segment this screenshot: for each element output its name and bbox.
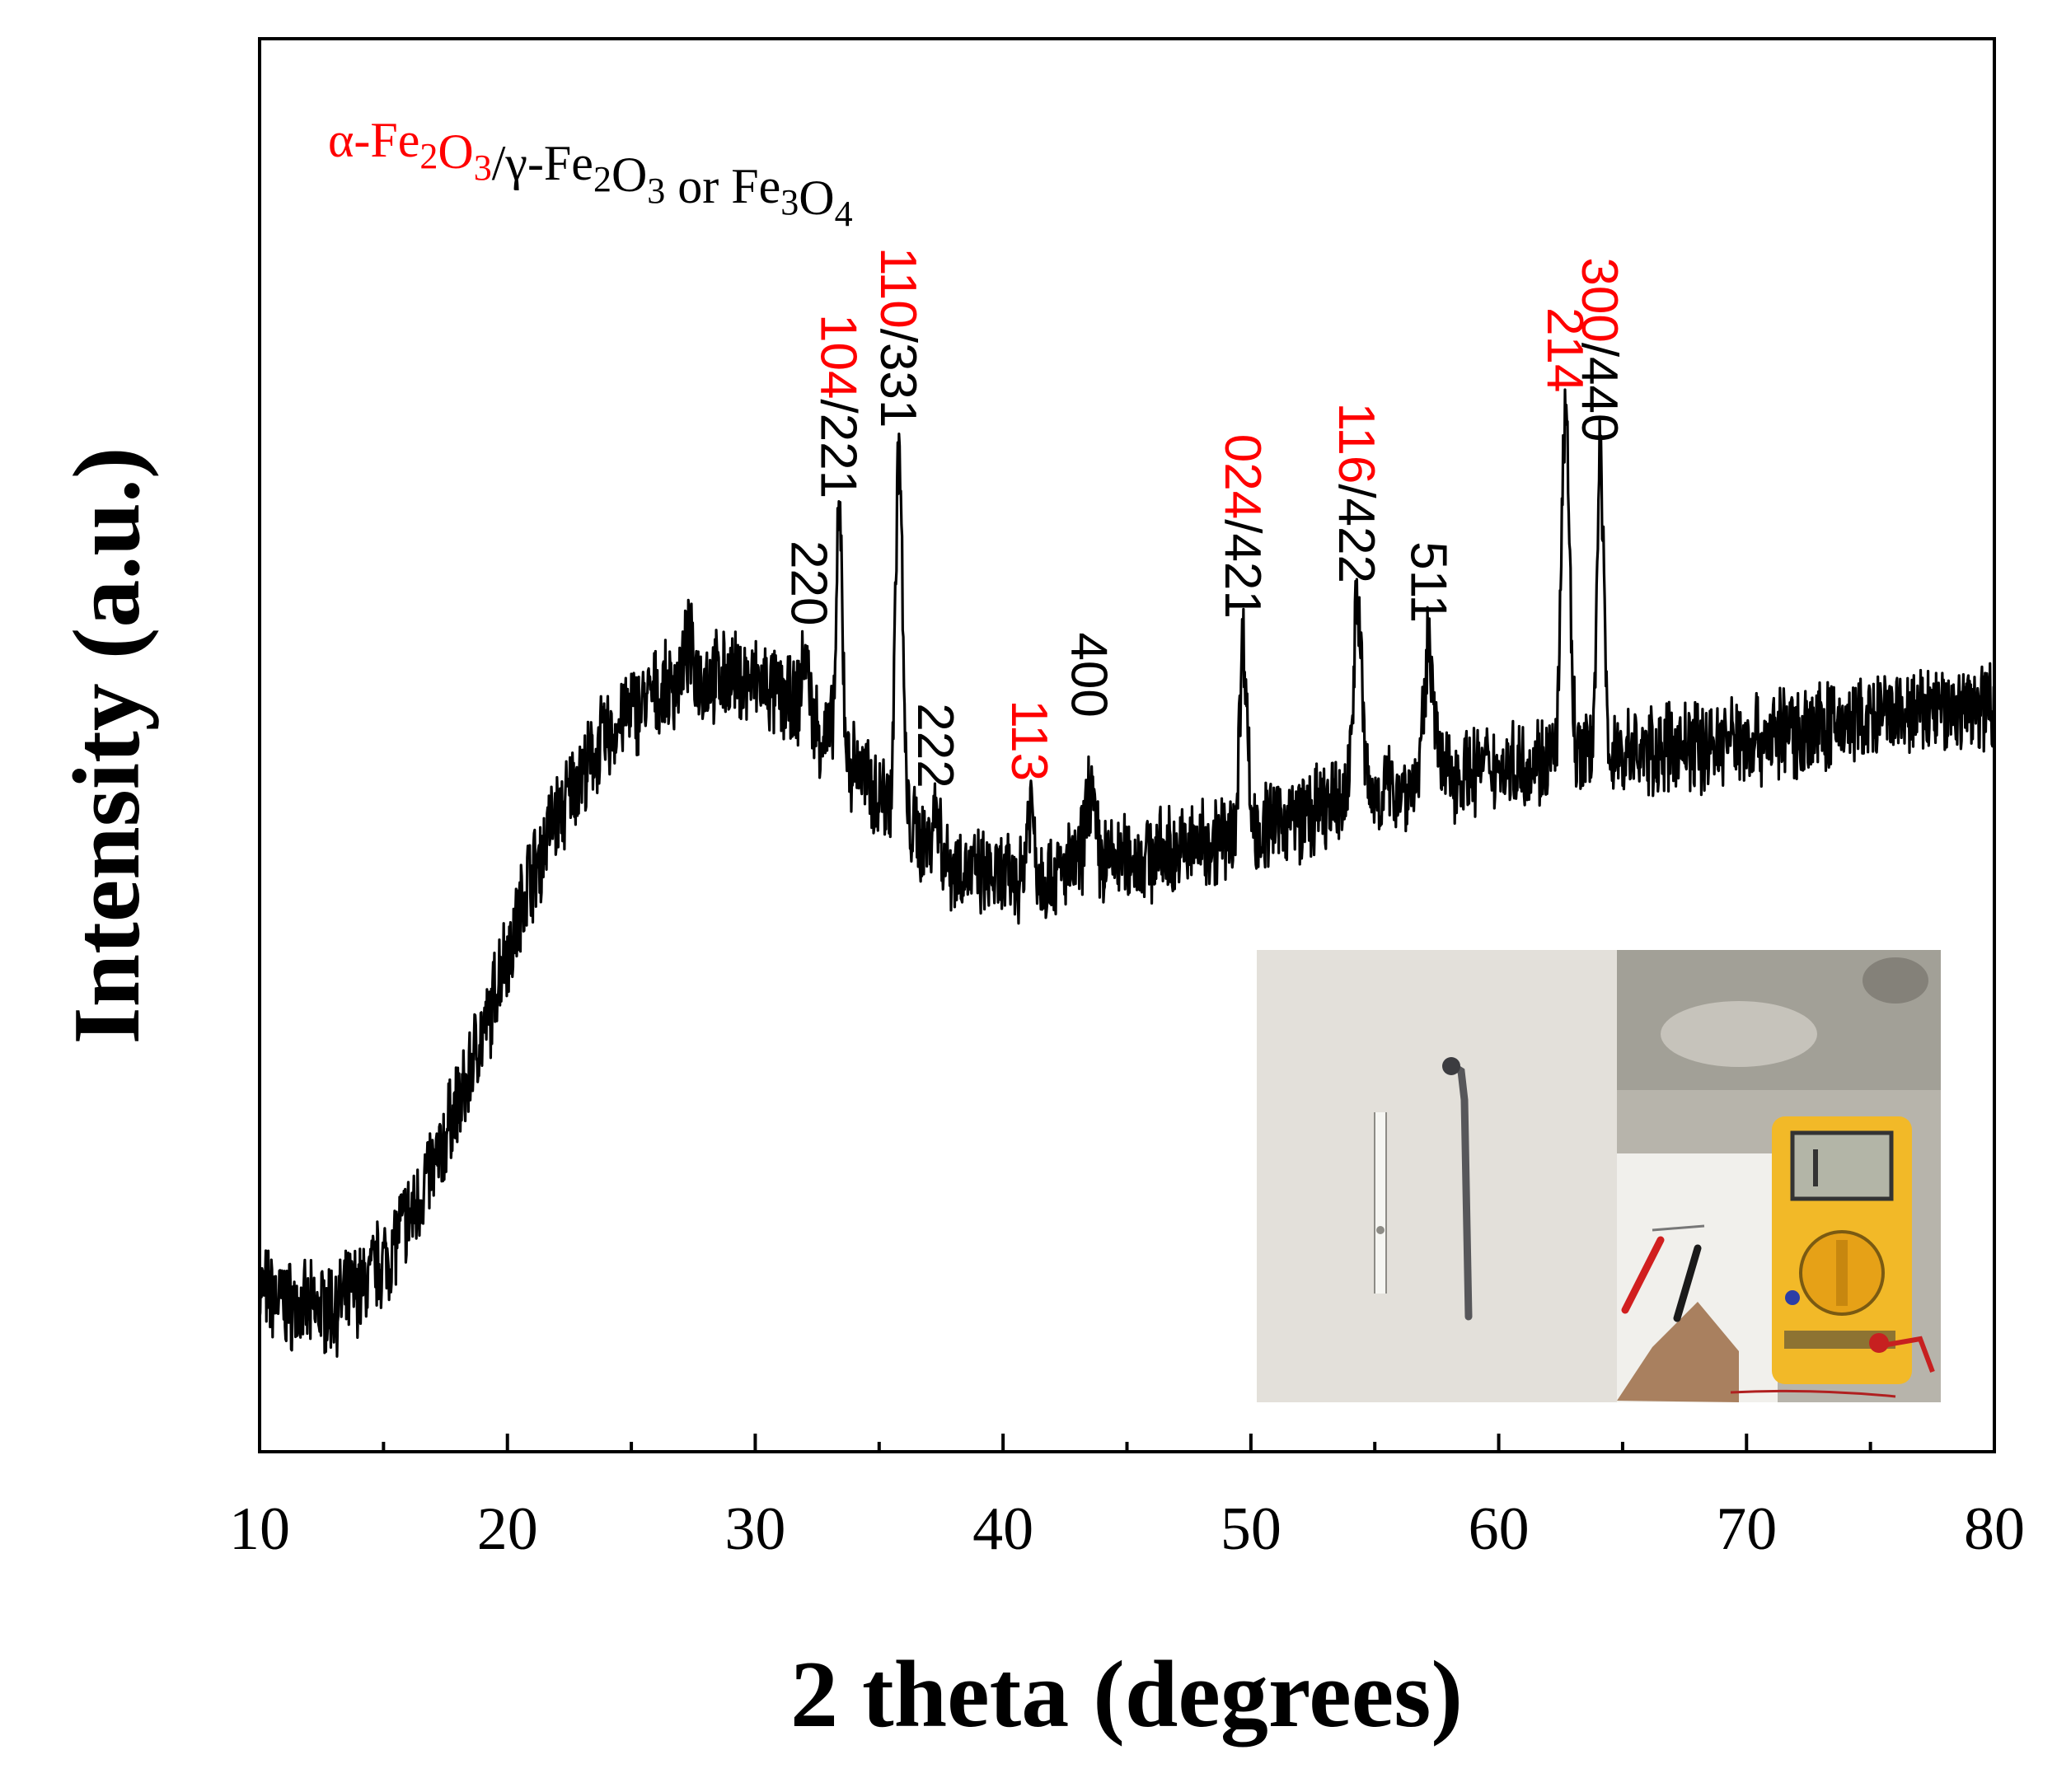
peak-label-part: /440 <box>1571 343 1628 442</box>
black-probe <box>1673 1244 1702 1322</box>
x-tick-label: 40 <box>972 1495 1033 1563</box>
peak-label: 214 <box>1536 307 1593 392</box>
peak-label-part: 222 <box>907 703 963 788</box>
peak-label-part: 511 <box>1399 541 1456 623</box>
peak-label-part: 400 <box>1060 632 1117 717</box>
x-tick-label: 60 <box>1469 1495 1530 1563</box>
legend-part: 2 <box>593 159 611 199</box>
peak-label: 113 <box>1000 699 1057 781</box>
peak-label: 400 <box>1060 632 1117 717</box>
peak-label-part: 113 <box>1000 699 1057 781</box>
x-axis-title: 2 theta (degrees) <box>790 1642 1463 1748</box>
legend-part: 3 <box>647 171 665 211</box>
peak-label-part: /221 <box>810 399 867 498</box>
peak-label-part: 300 <box>1571 257 1628 342</box>
inset-wires-photo <box>1257 950 1617 1402</box>
peak-label: 110/331 <box>869 247 926 428</box>
peak-label-part: 116 <box>1328 402 1385 484</box>
x-tick-label: 10 <box>229 1495 290 1563</box>
peak-label-part: /421 <box>1214 519 1271 619</box>
legend-part: O <box>799 171 834 225</box>
y-axis-title: Intensity (a.u.) <box>54 447 160 1044</box>
peak-label-part: /331 <box>869 329 926 428</box>
peak-label-part: 104 <box>810 314 867 399</box>
x-tick-label: 30 <box>724 1495 785 1563</box>
peak-label-part: 110 <box>869 247 926 329</box>
multimeter-display <box>1790 1130 1894 1201</box>
x-tick-label: 80 <box>1964 1495 2025 1563</box>
legend-part: 3 <box>474 147 492 188</box>
peak-label: 116/422 <box>1328 402 1385 583</box>
legend-part: /γ-Fe <box>492 136 593 190</box>
peak-label: 220 <box>780 540 837 625</box>
x-axis: 10 20 30 40 50 60 70 80 <box>229 1434 2025 1563</box>
peak-label: 511 <box>1399 541 1456 623</box>
x-tick-label: 50 <box>1221 1495 1281 1563</box>
data-layer <box>258 388 1996 1358</box>
peak-label: 104/221 <box>810 314 867 498</box>
peak-label-part: 220 <box>780 540 837 625</box>
legend-part: O <box>438 124 473 179</box>
hand <box>1617 1302 1739 1402</box>
legend-part: or Fe <box>665 159 780 213</box>
peak-label: 300/440 <box>1571 257 1628 442</box>
peak-label-part: 214 <box>1536 307 1593 392</box>
peak-label: 222 <box>907 703 963 788</box>
legend-part: O <box>611 147 647 202</box>
peak-label: 024/421 <box>1214 434 1271 619</box>
legend-part: 2 <box>419 136 438 176</box>
x-tick-label: 20 <box>477 1495 538 1563</box>
peak-label-part: 024 <box>1214 434 1271 519</box>
peak-label-part: /422 <box>1328 484 1385 583</box>
phase-legend: α-Fe2O3/γ-Fe2O3 or Fe3O4 <box>328 113 853 234</box>
legend-part: 3 <box>780 182 799 222</box>
red-probe <box>1621 1236 1665 1314</box>
xrd-pattern-line <box>258 388 1996 1358</box>
inset-multimeter-photo <box>1617 950 1941 1402</box>
x-tick-label: 70 <box>1716 1495 1777 1563</box>
legend-part: α-Fe <box>328 113 419 167</box>
inset-photos <box>1257 950 1941 1402</box>
legend-part: 4 <box>835 194 853 234</box>
